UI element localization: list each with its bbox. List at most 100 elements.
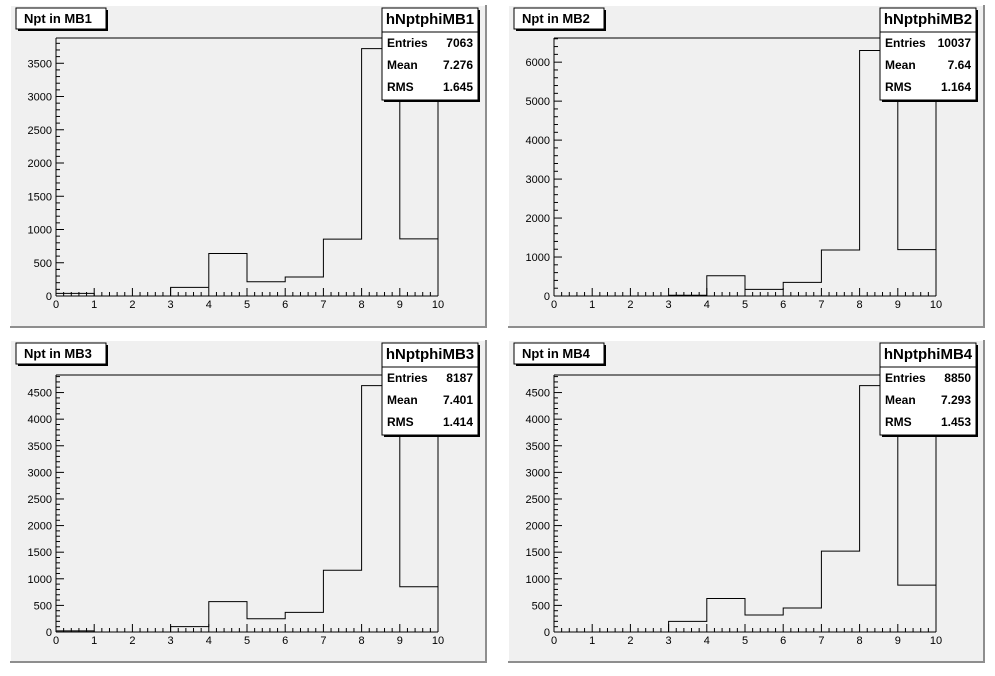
x-tick-label: 1 (91, 299, 97, 311)
x-tick-label: 3 (666, 635, 672, 647)
x-tick-label: 5 (244, 299, 250, 311)
stats-label-rms: RMS (885, 415, 912, 429)
stats-value-rms: 1.453 (941, 415, 971, 429)
x-tick-label: 0 (53, 299, 59, 311)
y-tick-label: 1000 (526, 574, 550, 586)
y-tick-label: 1000 (526, 252, 550, 264)
y-tick-label: 0 (46, 291, 52, 303)
pad-highlight-edge (9, 4, 486, 327)
stats-value-entries: 7063 (446, 36, 473, 50)
x-tick-label: 0 (551, 299, 557, 311)
histogram-pad-4: 0 500 1000 1500 2000 2500 3000 3500 4000 4500 0 1 2 3… (507, 339, 985, 663)
pad-shadow-edge (508, 340, 985, 663)
stats-histogram-name: hNptphiMB3 (386, 346, 474, 363)
y-tick-label: 2500 (28, 494, 52, 506)
x-tick-label: 7 (320, 299, 326, 311)
x-tick-label: 3 (168, 635, 174, 647)
stats-histogram-name: hNptphiMB4 (884, 346, 973, 363)
y-tick-label: 0 (46, 627, 52, 639)
stats-value-mean: 7.401 (443, 393, 473, 407)
stats-label-entries: Entries (387, 371, 428, 385)
histogram-pad-1: 0 500 1000 1500 2000 2500 3000 3500 0 1 2 3 4 5 6 7 8 9 10… (9, 4, 487, 328)
x-tick-label: 5 (742, 635, 748, 647)
x-tick-label: 4 (704, 299, 710, 311)
x-tick-label: 9 (895, 299, 901, 311)
y-tick-label: 3500 (28, 58, 52, 70)
y-tick-label: 4000 (526, 135, 550, 147)
x-tick-label: 9 (397, 635, 403, 647)
y-tick-label: 500 (532, 600, 550, 612)
stats-label-entries: Entries (885, 36, 926, 50)
x-tick-label: 4 (206, 635, 212, 647)
x-tick-label: 5 (244, 635, 250, 647)
stats-box (381, 7, 479, 101)
y-tick-label: 2000 (28, 521, 52, 533)
stats-label-mean: Mean (885, 58, 916, 72)
stats-histogram-name: hNptphiMB2 (884, 11, 972, 28)
stats-label-mean: Mean (885, 393, 916, 407)
x-tick-label: 4 (206, 299, 212, 311)
stats-value-mean: 7.293 (941, 393, 971, 407)
histogram-pad-2: 0 1000 2000 3000 4000 5000 6000 0 1 2 3 4 5 6 7 8 9 10 Npt… (507, 4, 985, 328)
y-tick-label: 3500 (28, 441, 52, 453)
x-tick-label: 8 (359, 299, 365, 311)
pad-highlight-edge (507, 339, 984, 662)
stats-value-entries: 8850 (944, 371, 971, 385)
stats-box (879, 342, 977, 436)
x-tick-label: 2 (129, 299, 135, 311)
x-tick-label: 6 (780, 635, 786, 647)
x-tick-label: 10 (930, 299, 942, 311)
stats-value-entries: 10037 (938, 36, 972, 50)
y-tick-label: 4500 (526, 388, 550, 400)
stats-value-entries: 8187 (446, 371, 473, 385)
y-tick-label: 2000 (28, 158, 52, 170)
x-tick-label: 1 (589, 299, 595, 311)
y-tick-label: 0 (544, 627, 550, 639)
stats-value-rms: 1.414 (443, 415, 473, 429)
x-tick-label: 2 (627, 299, 633, 311)
title-box (513, 342, 605, 365)
x-tick-label: 1 (91, 635, 97, 647)
y-tick-label: 3000 (28, 92, 52, 104)
stats-label-rms: RMS (387, 415, 414, 429)
x-tick-label: 8 (857, 635, 863, 647)
x-tick-label: 6 (282, 299, 288, 311)
y-tick-label: 5000 (526, 96, 550, 108)
y-tick-label: 3500 (526, 441, 550, 453)
y-tick-label: 3000 (526, 174, 550, 186)
x-tick-label: 8 (857, 299, 863, 311)
stats-value-rms: 1.645 (443, 80, 473, 94)
stats-histogram-name: hNptphiMB1 (386, 11, 474, 28)
chart-title: Npt in MB1 (24, 11, 92, 26)
x-tick-label: 5 (742, 299, 748, 311)
title-box (15, 7, 107, 30)
chart-title: Npt in MB2 (522, 11, 590, 26)
y-tick-label: 1500 (28, 191, 52, 203)
x-tick-label: 2 (627, 635, 633, 647)
x-tick-label: 7 (818, 299, 824, 311)
x-tick-label: 6 (282, 635, 288, 647)
pad-shadow-edge (10, 340, 487, 663)
y-tick-label: 3000 (526, 467, 550, 479)
chart-title: Npt in MB3 (24, 346, 92, 361)
stats-value-mean: 7.276 (443, 58, 473, 72)
pad-shadow-edge (10, 5, 487, 328)
y-tick-label: 4500 (28, 388, 52, 400)
y-tick-label: 2000 (526, 521, 550, 533)
y-tick-label: 6000 (526, 57, 550, 69)
histogram-pad-3: 0 500 1000 1500 2000 2500 3000 3500 4000 4500 0 1 2 3… (9, 339, 487, 663)
y-tick-label: 2500 (526, 494, 550, 506)
stats-box (879, 7, 977, 101)
y-tick-label: 1500 (526, 547, 550, 559)
pad-shadow-edge (508, 5, 985, 328)
y-tick-label: 2500 (28, 125, 52, 137)
pad-highlight-edge (507, 4, 984, 327)
pad-highlight-edge (9, 339, 486, 662)
y-tick-label: 0 (544, 291, 550, 303)
x-tick-label: 3 (168, 299, 174, 311)
x-tick-label: 4 (704, 635, 710, 647)
stats-label-mean: Mean (387, 58, 418, 72)
y-tick-label: 500 (34, 600, 52, 612)
x-tick-label: 0 (551, 635, 557, 647)
